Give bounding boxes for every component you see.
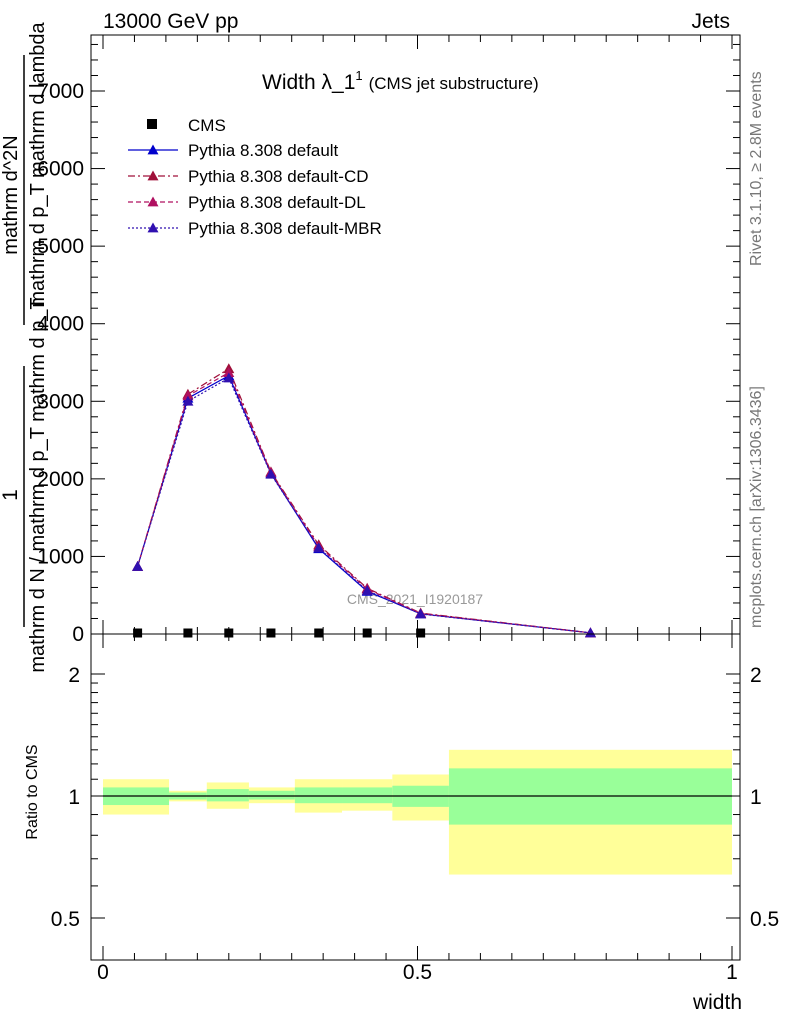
plot-title-small: (CMS jet substructure) (369, 74, 539, 93)
cms-point (416, 628, 426, 638)
ylabel-den: mathrm d N / mathrm d p_T mathrm d p_T (27, 297, 49, 672)
x-tick-label: 0.5 (403, 961, 432, 984)
x-axis-label: width (692, 991, 742, 1014)
series-marker (415, 608, 427, 619)
ratio-y-tick-label-right: 0.5 (750, 908, 779, 931)
plot-title: Width λ_11 (CMS jet substructure) (262, 68, 539, 94)
series-marker (361, 585, 373, 595)
legend-marker (147, 144, 159, 155)
cms-points (133, 628, 426, 638)
cms-point (362, 628, 372, 638)
series-line (137, 367, 591, 634)
ylabel-one: 1 (0, 489, 22, 501)
series-line (137, 371, 591, 634)
header-left: 13000 GeV pp (103, 10, 238, 33)
ratio-bands (103, 749, 732, 875)
cms-point (183, 628, 193, 638)
legend-label: Pythia 8.308 default-DL (188, 193, 366, 212)
main-y-tick-label: 1000 (37, 545, 84, 568)
ratio-green-band (342, 787, 393, 804)
ratio-green-band (294, 787, 343, 804)
series-marker (182, 395, 194, 406)
main-y-tick-label: 3000 (37, 390, 84, 413)
header-right: Jets (691, 10, 730, 33)
ratio-green-band (206, 789, 249, 802)
x-tick-label: 1 (726, 961, 738, 984)
main-y-ticks: 0 1000 2000 3000 4000 5000 6000 7000 (37, 43, 740, 646)
legend-label: Pythia 8.308 default-CD (188, 167, 369, 186)
legend-label: Pythia 8.308 default (188, 141, 339, 160)
cms-point (133, 628, 143, 638)
plot-title-main: Width λ_1 (262, 71, 355, 94)
x-tick-label: 0 (97, 961, 109, 984)
ylabel-num2: mathrm d^2N (0, 135, 22, 254)
cms-point (314, 628, 324, 638)
main-y-tick-label: 7000 (37, 80, 84, 103)
series-marker (584, 627, 596, 638)
ratio-plot-frame (90, 633, 741, 961)
legend-entry: Pythia 8.308 default (128, 141, 339, 160)
ratio-y-label: Ratio to CMS (24, 744, 41, 839)
mcplots-label: mcplots.cern.ch [arXiv:1306.3436] (748, 386, 765, 628)
legend-entry-cms: CMS (147, 116, 226, 135)
ratio-y-ticks: 0.5 0.5 1 1 2 2 (51, 664, 779, 931)
ratio-y-tick-label: 2 (68, 664, 80, 687)
cms-point (224, 628, 234, 638)
ratio-plot-panel: 0.5 0.51 12 2 0 0.5 1 Ratio to CMS width (24, 633, 779, 1014)
legend-cms-marker (147, 119, 157, 129)
series-marker (223, 372, 235, 383)
main-x-ticks (102, 35, 733, 634)
ratio-y-tick-label: 0.5 (51, 908, 80, 931)
main-series-group (132, 363, 596, 638)
ratio-y-tick-label-right: 1 (750, 786, 762, 809)
main-y-tick-label: 5000 (37, 235, 84, 258)
main-y-label: 1 mathrm d N / mathrm d p_T mathrm d p_T… (0, 21, 49, 672)
ylabel-den2: mathrm d p_T mathrm d lambda (27, 21, 49, 307)
cms-point (266, 628, 276, 638)
main-y-tick-label: 0 (72, 623, 84, 646)
ratio-x-ticks: 0 0.5 1 (97, 634, 738, 984)
legend-marker (147, 170, 159, 181)
ratio-green-band (248, 790, 295, 800)
legend: CMS Pythia 8.308 default Pythia 8.308 defa… (128, 116, 382, 238)
legend-entry: Pythia 8.308 default-DL (128, 193, 366, 212)
legend-marker (147, 222, 159, 233)
series-marker (223, 367, 235, 377)
ratio-y-tick-label: 1 (68, 786, 80, 809)
rivet-label: Rivet 3.1.10, ≥ 2.8M events (748, 71, 765, 266)
series-marker (265, 468, 277, 479)
legend-entry: Pythia 8.308 default-MBR (128, 219, 382, 238)
main-y-tick-label: 4000 (37, 313, 84, 336)
legend-cms-label: CMS (188, 116, 226, 135)
main-y-tick-label: 6000 (37, 158, 84, 181)
legend-entry: Pythia 8.308 default-CD (128, 167, 369, 186)
series-marker (132, 561, 144, 571)
series-line (137, 377, 591, 634)
main-y-tick-label: 2000 (37, 468, 84, 491)
series-marker (182, 390, 194, 401)
legend-marker (147, 196, 159, 207)
series-marker (313, 542, 325, 553)
legend-label: Pythia 8.308 default-MBR (188, 219, 382, 238)
plot-title-sup: 1 (355, 68, 362, 83)
ratio-y-tick-label-right: 2 (750, 664, 762, 687)
